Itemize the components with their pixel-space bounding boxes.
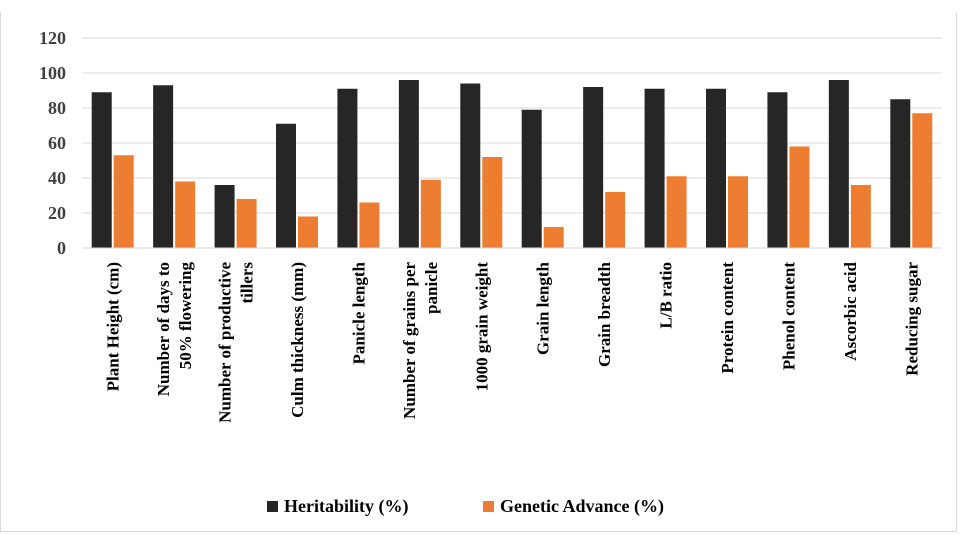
x-category-label: Number of days to 50% flowering <box>154 262 195 397</box>
legend-heritability-label: Heritability (%) <box>284 496 408 517</box>
legend: Heritability (%) Genetic Advance (%) <box>267 496 664 517</box>
y-tick-label: 80 <box>48 98 66 118</box>
bar-genetic-advance <box>175 181 196 248</box>
x-category-label: Number of grains per panicle <box>400 262 441 419</box>
x-category-label-line: Number of grains per <box>400 262 419 419</box>
bar-heritability <box>706 88 726 248</box>
bar-genetic-advance <box>850 185 871 248</box>
bar-genetic-advance <box>113 155 134 248</box>
x-category-label-line: L/B ratio <box>657 262 676 329</box>
bar-heritability <box>398 80 419 248</box>
x-category-label-line: Plant Height (cm) <box>104 262 123 391</box>
y-axis-ticks: 0 20 40 60 80 100 120 <box>39 28 66 258</box>
bar-genetic-advance <box>482 157 503 248</box>
gridlines <box>82 37 942 214</box>
y-tick-label: 100 <box>39 63 66 83</box>
y-tick-label: 40 <box>48 168 66 188</box>
chart-frame <box>0 12 957 532</box>
bar-genetic-advance <box>236 199 257 248</box>
x-category-label-line: Number of productive <box>216 262 235 423</box>
y-tick-label: 120 <box>39 28 66 48</box>
x-category-label-line: Culm thickness (mm) <box>288 262 307 418</box>
bar-heritability <box>583 87 604 248</box>
x-category-label: Grain length <box>534 261 553 355</box>
x-category-label-line: tillers <box>238 262 257 304</box>
bar-heritability <box>767 92 788 248</box>
bar-heritability <box>521 109 542 248</box>
bar-heritability <box>337 88 358 248</box>
x-category-label: Ascorbic acid <box>841 261 860 360</box>
x-category-label: 1000 grain weight <box>472 262 491 392</box>
x-category-label-line: Panicle length <box>349 261 368 364</box>
bar-genetic-advance <box>789 146 810 248</box>
x-category-label: Plant Height (cm) <box>104 262 123 391</box>
bar-heritability <box>890 99 911 248</box>
x-category-label-line: 50% flowering <box>176 262 195 370</box>
x-category-label: Protein content <box>718 262 737 374</box>
x-category-label-line: Grain breadth <box>595 261 614 367</box>
x-category-label-line: Reducing sugar <box>902 262 921 376</box>
bar-genetic-advance <box>605 192 626 248</box>
x-category-label-line: Phenol content <box>779 262 798 370</box>
x-category-label: Phenol content <box>779 262 798 370</box>
bar-heritability <box>276 123 296 248</box>
y-tick-label: 0 <box>57 238 66 258</box>
bar-genetic-advance <box>543 227 564 248</box>
bar-heritability <box>644 88 665 248</box>
x-category-label: Culm thickness (mm) <box>288 262 307 418</box>
bar-genetic-advance <box>912 113 933 248</box>
bars <box>91 80 933 248</box>
x-category-label-line: Grain length <box>534 261 553 355</box>
x-category-label-line: Protein content <box>718 262 737 374</box>
bar-heritability <box>828 80 849 248</box>
x-category-label: Grain breadth <box>595 261 614 367</box>
bar-genetic-advance <box>666 176 687 248</box>
legend-heritability-swatch <box>267 501 278 512</box>
bar-genetic-advance <box>420 179 441 248</box>
x-category-label-line: Number of days to <box>154 262 173 396</box>
x-category-label: Panicle length <box>349 261 368 364</box>
bar-heritability <box>460 83 481 248</box>
y-tick-label: 60 <box>48 133 66 153</box>
category-labels: Plant Height (cm) Number of days to 50% fl… <box>104 261 922 422</box>
bar-genetic-advance <box>359 202 380 248</box>
x-category-label-line: panicle <box>422 262 441 314</box>
x-category-label: L/B ratio <box>657 262 676 329</box>
x-category-label-line: Ascorbic acid <box>841 261 860 360</box>
bar-genetic-advance <box>298 216 318 248</box>
x-category-label: Reducing sugar <box>902 262 921 376</box>
legend-genetic-advance-swatch <box>483 501 494 512</box>
bar-heritability <box>214 185 235 248</box>
legend-genetic-advance-label: Genetic Advance (%) <box>500 496 664 517</box>
x-category-label-line: 1000 grain weight <box>472 262 491 392</box>
bar-heritability <box>153 85 174 248</box>
x-category-label: Number of productive tillers <box>216 262 257 423</box>
bar-heritability <box>91 92 112 248</box>
y-tick-label: 20 <box>48 203 66 223</box>
bar-genetic-advance <box>728 176 748 248</box>
